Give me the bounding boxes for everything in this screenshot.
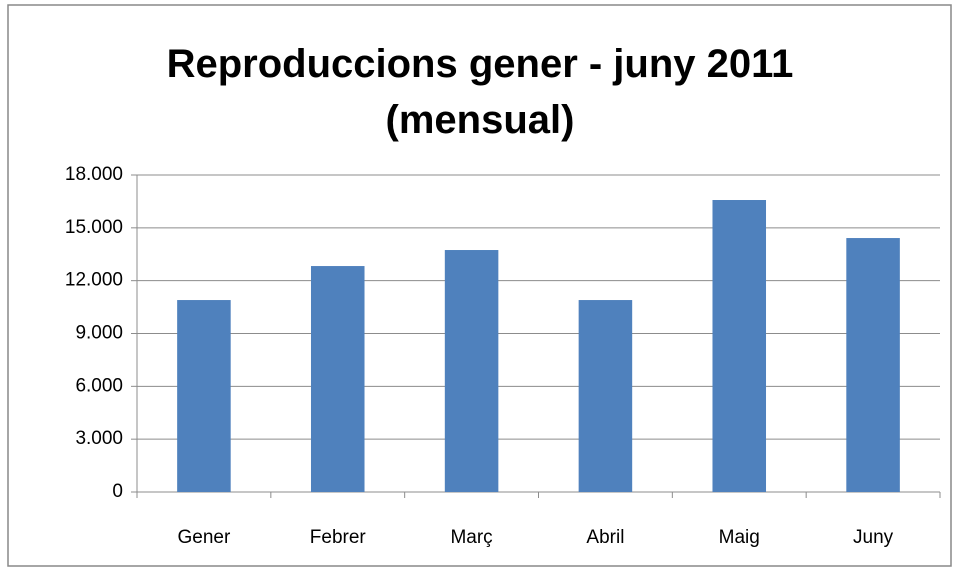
y-tick-label: 18.000 xyxy=(65,164,123,185)
bar xyxy=(310,266,365,492)
bar xyxy=(444,250,499,492)
y-tick-label: 9.000 xyxy=(75,323,123,344)
y-tick-label: 0 xyxy=(112,481,123,502)
y-tick-label: 3.000 xyxy=(75,428,123,449)
x-tick-label: Juny xyxy=(853,527,894,548)
x-tick-label: Gener xyxy=(178,527,231,548)
bar xyxy=(578,300,633,492)
x-tick-label: Març xyxy=(450,527,492,548)
bar xyxy=(177,300,231,492)
bar xyxy=(712,200,767,492)
y-tick-label: 6.000 xyxy=(75,375,123,396)
x-tick-label: Abril xyxy=(586,527,624,548)
x-tick-label: Maig xyxy=(719,527,760,548)
x-tick-label: Febrer xyxy=(310,527,367,548)
bar xyxy=(846,238,900,492)
chart-title: Reproduccions gener - juny 2011 (mensual… xyxy=(166,42,794,142)
y-tick-label: 15.000 xyxy=(65,217,123,238)
y-tick-label: 12.000 xyxy=(65,270,123,291)
